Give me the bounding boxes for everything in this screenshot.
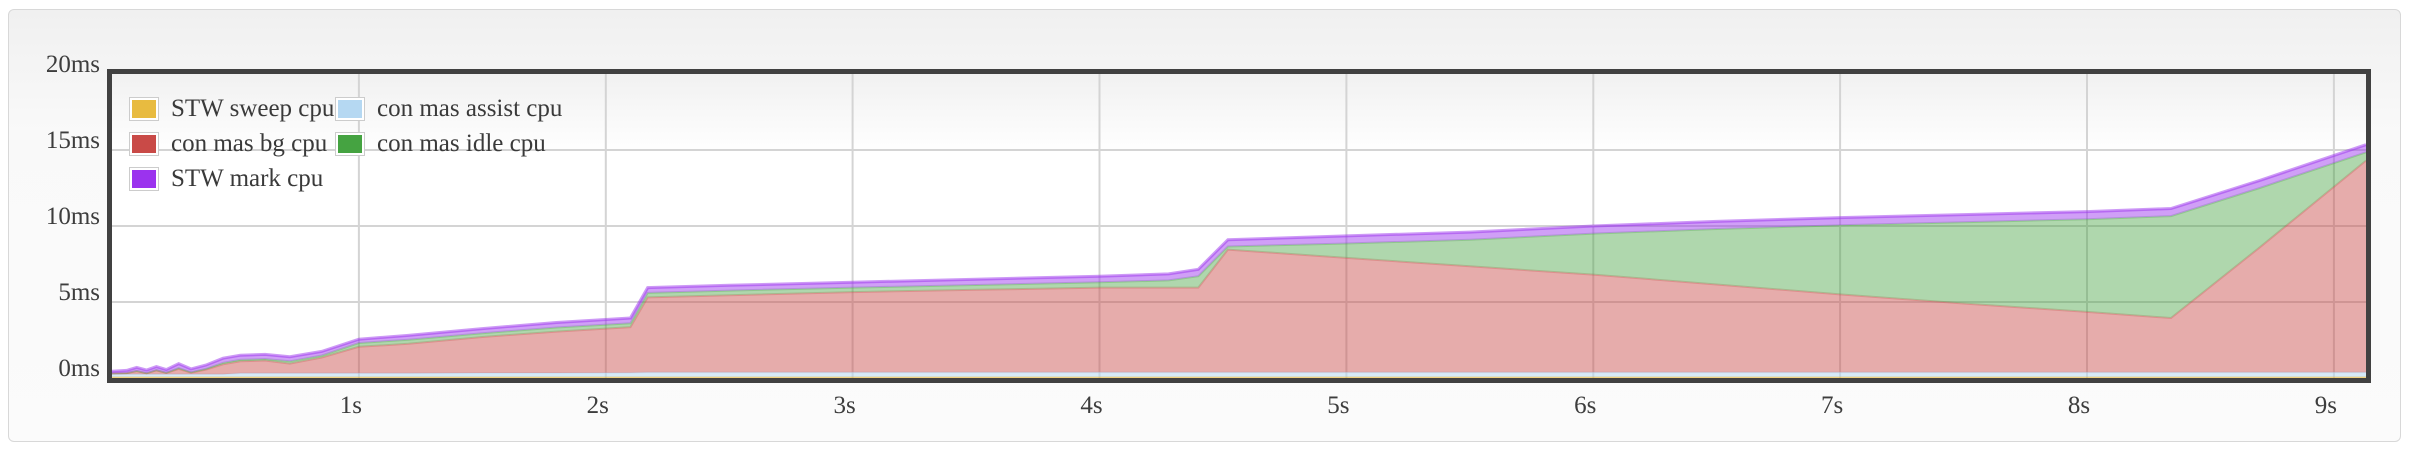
edge-con-mas-bg-cpu <box>112 159 2366 375</box>
plot-area <box>107 69 2371 383</box>
legend-item-stw-sweep-cpu[interactable]: STW sweep cpu <box>129 95 336 122</box>
x-tick-label: 7s <box>1821 392 1844 419</box>
x-tick-label: 9s <box>2314 392 2337 419</box>
y-tick-label: 0ms <box>58 355 100 382</box>
legend-label: STW sweep cpu <box>171 95 335 122</box>
edge-con-mas-idle-cpu <box>112 151 2366 375</box>
legend-swatch <box>335 131 365 156</box>
legend-label: con mas idle cpu <box>377 130 546 157</box>
legend-label: con mas assist cpu <box>377 95 563 122</box>
legend-swatch <box>129 96 159 121</box>
chart-card: 0ms 5ms 10ms 15ms 20ms 1s 2s 3s 4s 5s 6s 7s 8s 9s ST… <box>8 9 2401 442</box>
x-tick-label: 6s <box>1574 392 1597 419</box>
legend-swatch <box>335 96 365 121</box>
legend-swatch <box>129 131 159 156</box>
x-tick-label: 5s <box>1327 392 1350 419</box>
y-tick-label: 15ms <box>45 127 100 154</box>
x-tick-label: 2s <box>586 392 609 419</box>
stacked-area-chart <box>112 74 2366 378</box>
x-tick-label: 3s <box>833 392 856 419</box>
edge-stw-mark-cpu <box>112 143 2366 373</box>
area-con-mas-assist-cpu <box>112 372 2366 377</box>
y-tick-label: 5ms <box>58 279 100 306</box>
legend-item-stw-mark-cpu[interactable]: STW mark cpu <box>129 165 336 192</box>
area-con-mas-bg-cpu <box>112 160 2366 375</box>
x-tick-label: 1s <box>339 392 362 419</box>
area-stw-sweep-cpu <box>112 376 2366 378</box>
legend-swatch <box>129 166 159 191</box>
legend-label: con mas bg cpu <box>171 130 328 157</box>
legend: STW sweep cpu con mas bg cpu STW mark cpu c… <box>129 91 563 196</box>
legend-label: STW mark cpu <box>171 165 324 192</box>
x-tick-label: 8s <box>2067 392 2091 419</box>
edge-con-mas-assist-cpu <box>112 371 2366 375</box>
x-tick-label: 4s <box>1080 392 1103 419</box>
y-tick-label: 20ms <box>45 51 100 78</box>
area-con-mas-idle-cpu <box>112 152 2366 374</box>
legend-item-con-mas-assist-cpu[interactable]: con mas assist cpu <box>335 95 563 122</box>
y-tick-label: 10ms <box>45 203 100 230</box>
legend-item-con-mas-idle-cpu[interactable]: con mas idle cpu <box>335 130 562 157</box>
legend-item-con-mas-bg-cpu[interactable]: con mas bg cpu <box>129 130 336 157</box>
